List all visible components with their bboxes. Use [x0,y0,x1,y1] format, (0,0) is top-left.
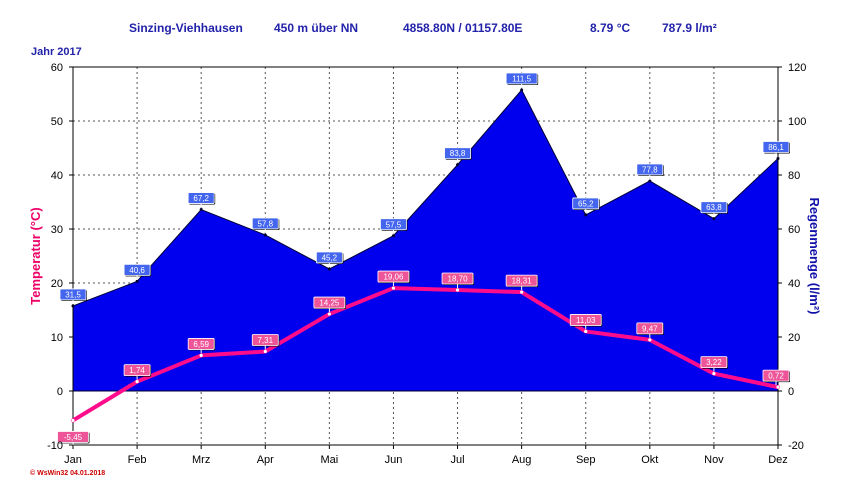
rain-point [456,163,460,167]
temperature-point [199,353,203,358]
rain-data-label: 65,2 [578,199,594,208]
temp-data-label: 1,74 [129,366,145,375]
temp-data-label: 18,31 [512,277,533,286]
x-tick-label: Jul [451,454,465,466]
temperature-point [520,290,524,294]
y-right-tick-label: 0 [788,386,794,398]
y-left-tick-label: -10 [47,440,63,452]
rain-data-label: 31,5 [65,290,81,299]
y-right-tick-label: 40 [788,278,800,290]
data-labels: 31,5 40,6 67,2 57,8 45,2 57,5 83,8 111,5 65,2 77,… [57,72,790,447]
x-tick-label: Dez [768,454,788,466]
y-left-tick-label: 60 [51,62,63,74]
x-tick-label: Aug [512,454,532,466]
rain-data-label: 45,2 [322,253,338,262]
rain-area-series [71,88,780,392]
x-tick-label: Mai [320,454,338,466]
x-tick-label: Okt [641,454,658,466]
rain-point [327,267,331,271]
station-altitude: 450 m über NN [274,21,359,35]
y-right-tick-label: 20 [788,332,800,344]
temp-data-label: 11,03 [576,316,596,325]
rain-point [263,233,267,237]
rain-point [391,234,395,238]
station-coordinates: 4858.80N / 01157.80E [403,21,523,35]
temp-data-label: -5,45 [64,433,83,442]
y-left-tick-label: 30 [51,224,63,236]
year-label: Jahr 2017 [31,46,82,58]
temperature-point [584,329,588,334]
temp-data-label: 14,25 [319,299,340,308]
temperature-point [712,372,716,376]
rain-point [648,179,652,183]
x-tick-label: Jun [385,454,403,466]
temperature-point [71,418,75,423]
rain-area [72,89,779,392]
mean-temperature: 8.79 °C [590,21,631,35]
x-tick-label: Feb [128,454,147,466]
temp-data-label: 19,06 [383,273,404,282]
y-left-tick-label: 20 [51,278,63,290]
x-tick-label: Nov [704,454,724,466]
rain-data-label: 40,6 [129,266,145,275]
y-right-tick-label: 80 [788,170,800,182]
y-axis-right-title: Regenmenge (l/m²) [807,197,822,314]
y-left-tick-label: 40 [51,170,63,182]
total-rainfall: 787.9 l/m² [662,21,717,35]
x-tick-label: Sep [576,454,596,466]
temp-data-label: 6,59 [193,340,209,349]
rain-data-label: 67,2 [193,194,209,203]
rain-data-label: 111,5 [512,74,531,83]
temperature-point [776,385,780,389]
rain-point [135,279,139,283]
y-left-tick-label: 10 [51,332,63,344]
y-right-tick-label: 100 [788,116,806,128]
temp-data-label: 7,31 [257,336,273,345]
temperature-point [455,288,460,292]
temperature-point [135,380,139,384]
rain-data-label: 57,5 [386,220,402,229]
temp-data-label: 9,47 [642,324,658,333]
y-axis-left-title: Temperatur (°C) [28,207,43,304]
rain-point [199,208,203,212]
rain-data-label: 63,8 [706,203,722,212]
temperature-point [648,338,652,342]
temperature-point [327,312,331,316]
rain-data-label: 83,8 [450,149,466,158]
x-tick-label: Jan [64,454,82,466]
plot-border [72,66,779,446]
rain-data-label: 77,8 [642,165,658,174]
y-right-tick-label: -20 [788,440,804,452]
y-left-tick-label: 50 [51,116,63,128]
x-tick-label: Apr [257,454,274,466]
temp-data-label: 18,70 [448,275,469,284]
temperature-line-series [71,286,780,423]
temperature-line [71,286,780,423]
axes: Temperatur (°C) Regenmenge (l/m²) -10 0 10… [28,62,822,466]
chart-header: Sinzing-Viehhausen 450 m über NN 4858.80… [0,0,850,70]
rain-data-label: 57,8 [257,219,273,228]
temp-data-label: 3,22 [706,358,722,367]
temperature-point [391,286,396,290]
rain-point [520,88,524,92]
rain-data-label: 86,1 [768,143,784,152]
plot-frame [72,66,779,446]
y-right-tick-label: 60 [788,224,800,236]
x-tick-label: Mrz [192,454,210,466]
temperature-point [263,349,267,354]
station-name: Sinzing-Viehhausen [129,21,243,35]
temp-data-label: 0,72 [768,372,784,381]
y-left-tick-label: 0 [57,386,63,398]
watermark-text: © WsWin32 04.01.2018 [30,470,106,477]
y-right-tick-label: 120 [788,62,806,74]
rain-point [712,217,716,221]
rain-point [584,213,588,217]
